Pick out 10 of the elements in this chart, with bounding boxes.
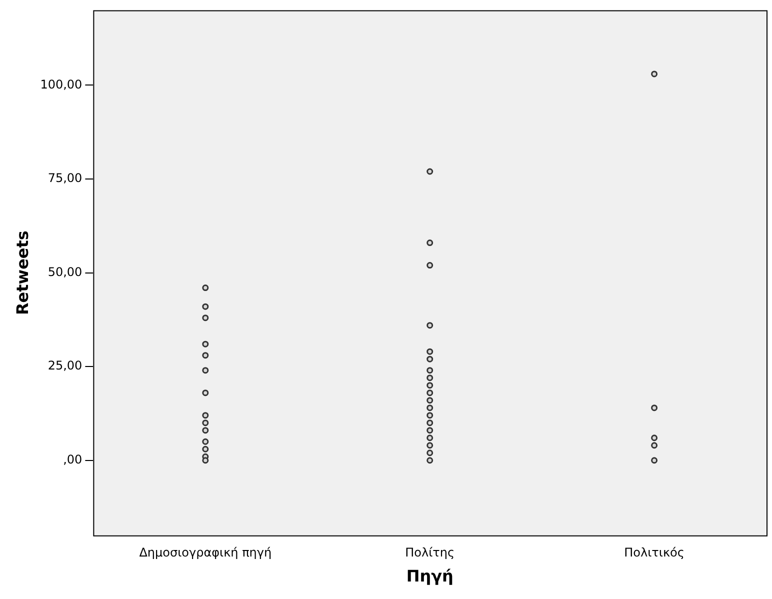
y-tick-label: 25,00: [48, 358, 82, 373]
x-axis-title: Πηγή: [406, 566, 454, 586]
x-tick-label: Δημοσιογραφική πηγή: [139, 546, 272, 560]
y-tick-label: 100,00: [40, 77, 82, 92]
y-tick-label: 75,00: [48, 171, 82, 186]
x-tick-label: Πολίτης: [405, 546, 455, 560]
y-tick-label: 50,00: [48, 264, 82, 279]
y-axis-title: Retweets: [12, 230, 32, 316]
y-tick-label: ,00: [63, 452, 82, 466]
x-tick-label: Πολιτικός: [624, 546, 684, 560]
